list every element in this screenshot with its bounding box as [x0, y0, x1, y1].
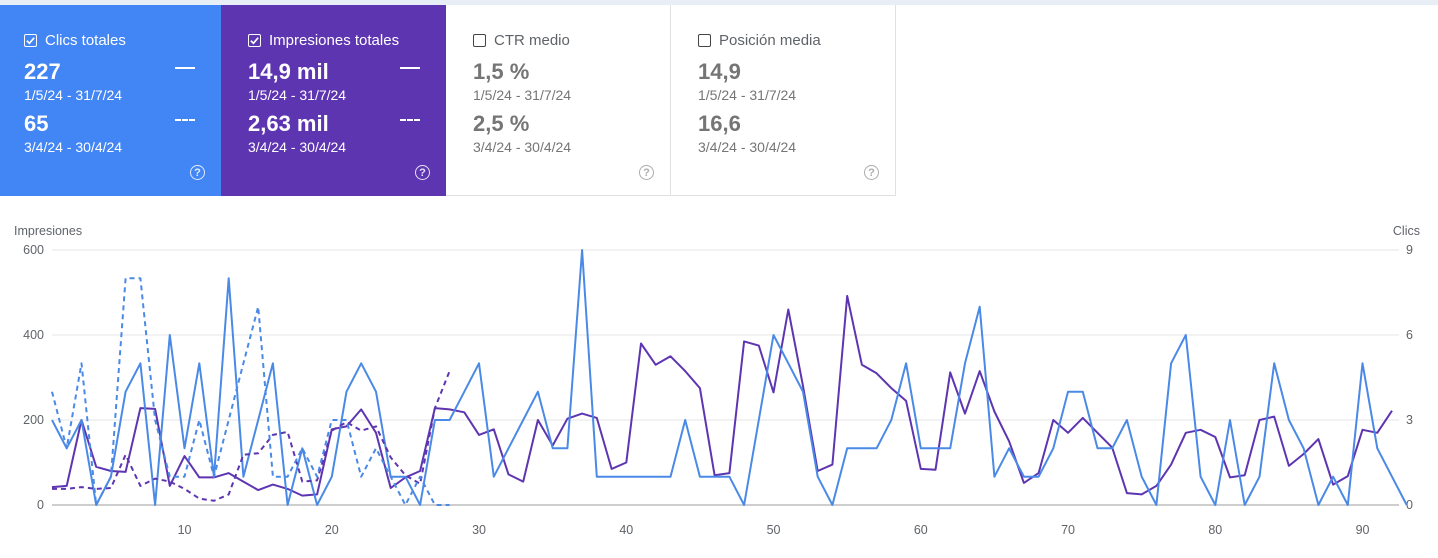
performance-chart[interactable]: Impresiones Clics 0 200 400 600 0 3 6 9 10 20 30… [0, 215, 1438, 550]
card-value-current: 227 [24, 59, 61, 84]
checkbox-unchecked-icon[interactable] [698, 34, 711, 47]
checkbox-checked-icon[interactable] [248, 34, 261, 47]
y-axis-label-right: Clics [1393, 224, 1420, 238]
series-line-0 [51, 294, 1393, 497]
series-line-2 [52, 370, 451, 502]
card-date-current: 1/5/24 - 31/7/24 [473, 87, 572, 103]
card-posicion-media[interactable]: Posición media 14,9 1/5/24 - 31/7/24 16,… [671, 5, 896, 196]
x-tick: 80 [1208, 523, 1222, 537]
card-header[interactable]: Clics totales [24, 32, 126, 49]
card-value-previous: 2,63 mil [248, 111, 329, 136]
card-impresiones-totales[interactable]: Impresiones totales 14,9 mil 1/5/24 - 31… [221, 5, 446, 196]
help-icon[interactable]: ? [639, 165, 654, 180]
series-lines [51, 249, 1408, 506]
x-ticks: 10 20 30 40 50 60 70 80 90 [178, 523, 1370, 537]
solid-line-legend-icon [400, 67, 420, 69]
card-label: Clics totales [45, 32, 126, 49]
x-tick: 50 [767, 523, 781, 537]
y-tick-right: 3 [1406, 413, 1413, 427]
x-tick: 20 [325, 523, 339, 537]
y-tick-right: 0 [1406, 498, 1413, 512]
y-tick-right: 6 [1406, 328, 1413, 342]
card-date-current: 1/5/24 - 31/7/24 [698, 87, 797, 103]
y-ticks-left: 0 200 400 600 [23, 243, 44, 512]
card-value-previous: 65 [24, 111, 49, 136]
help-icon[interactable]: ? [190, 165, 205, 180]
card-date-current: 1/5/24 - 31/7/24 [248, 87, 347, 103]
card-date-previous: 3/4/24 - 30/4/24 [24, 139, 123, 155]
card-header[interactable]: CTR medio [473, 32, 570, 49]
y-ticks-right: 0 3 6 9 [1406, 243, 1413, 512]
series-line-1 [51, 249, 1408, 506]
y-tick-left: 400 [23, 328, 44, 342]
card-clics-totales[interactable]: Clics totales 227 1/5/24 - 31/7/24 65 3/… [0, 5, 221, 196]
x-tick: 30 [472, 523, 486, 537]
x-tick: 90 [1356, 523, 1370, 537]
card-date-previous: 3/4/24 - 30/4/24 [473, 139, 572, 155]
card-header[interactable]: Posición media [698, 32, 821, 49]
x-tick: 10 [178, 523, 192, 537]
top-strip [0, 0, 1438, 5]
y-tick-left: 600 [23, 243, 44, 257]
card-label: CTR medio [494, 32, 570, 49]
help-icon[interactable]: ? [415, 165, 430, 180]
series-line-3 [51, 277, 450, 506]
y-tick-left: 0 [37, 498, 44, 512]
dashed-line-legend-icon [400, 119, 420, 121]
solid-line-legend-icon [175, 67, 195, 69]
dashed-line-legend-icon [175, 119, 195, 121]
card-date-previous: 3/4/24 - 30/4/24 [248, 139, 347, 155]
x-tick: 60 [914, 523, 928, 537]
card-value-current: 14,9 [698, 59, 741, 84]
card-label: Impresiones totales [269, 32, 400, 49]
card-header[interactable]: Impresiones totales [248, 32, 399, 49]
card-value-current: 1,5 % [473, 59, 530, 84]
checkbox-checked-icon[interactable] [24, 34, 37, 47]
y-tick-right: 9 [1406, 243, 1413, 257]
card-value-previous: 2,5 % [473, 111, 530, 136]
card-value-previous: 16,6 [698, 111, 741, 136]
metric-cards: Clics totales 227 1/5/24 - 31/7/24 65 3/… [0, 5, 896, 196]
checkbox-unchecked-icon[interactable] [473, 34, 486, 47]
x-tick: 40 [619, 523, 633, 537]
card-date-previous: 3/4/24 - 30/4/24 [698, 139, 797, 155]
grid-lines [52, 249, 1399, 506]
card-ctr-medio[interactable]: CTR medio 1,5 % 1/5/24 - 31/7/24 2,5 % 3… [446, 5, 671, 196]
y-tick-left: 200 [23, 413, 44, 427]
x-tick: 70 [1061, 523, 1075, 537]
card-date-current: 1/5/24 - 31/7/24 [24, 87, 123, 103]
card-value-current: 14,9 mil [248, 59, 329, 84]
y-axis-label-left: Impresiones [14, 224, 82, 238]
card-label: Posición media [719, 32, 821, 49]
help-icon[interactable]: ? [864, 165, 879, 180]
